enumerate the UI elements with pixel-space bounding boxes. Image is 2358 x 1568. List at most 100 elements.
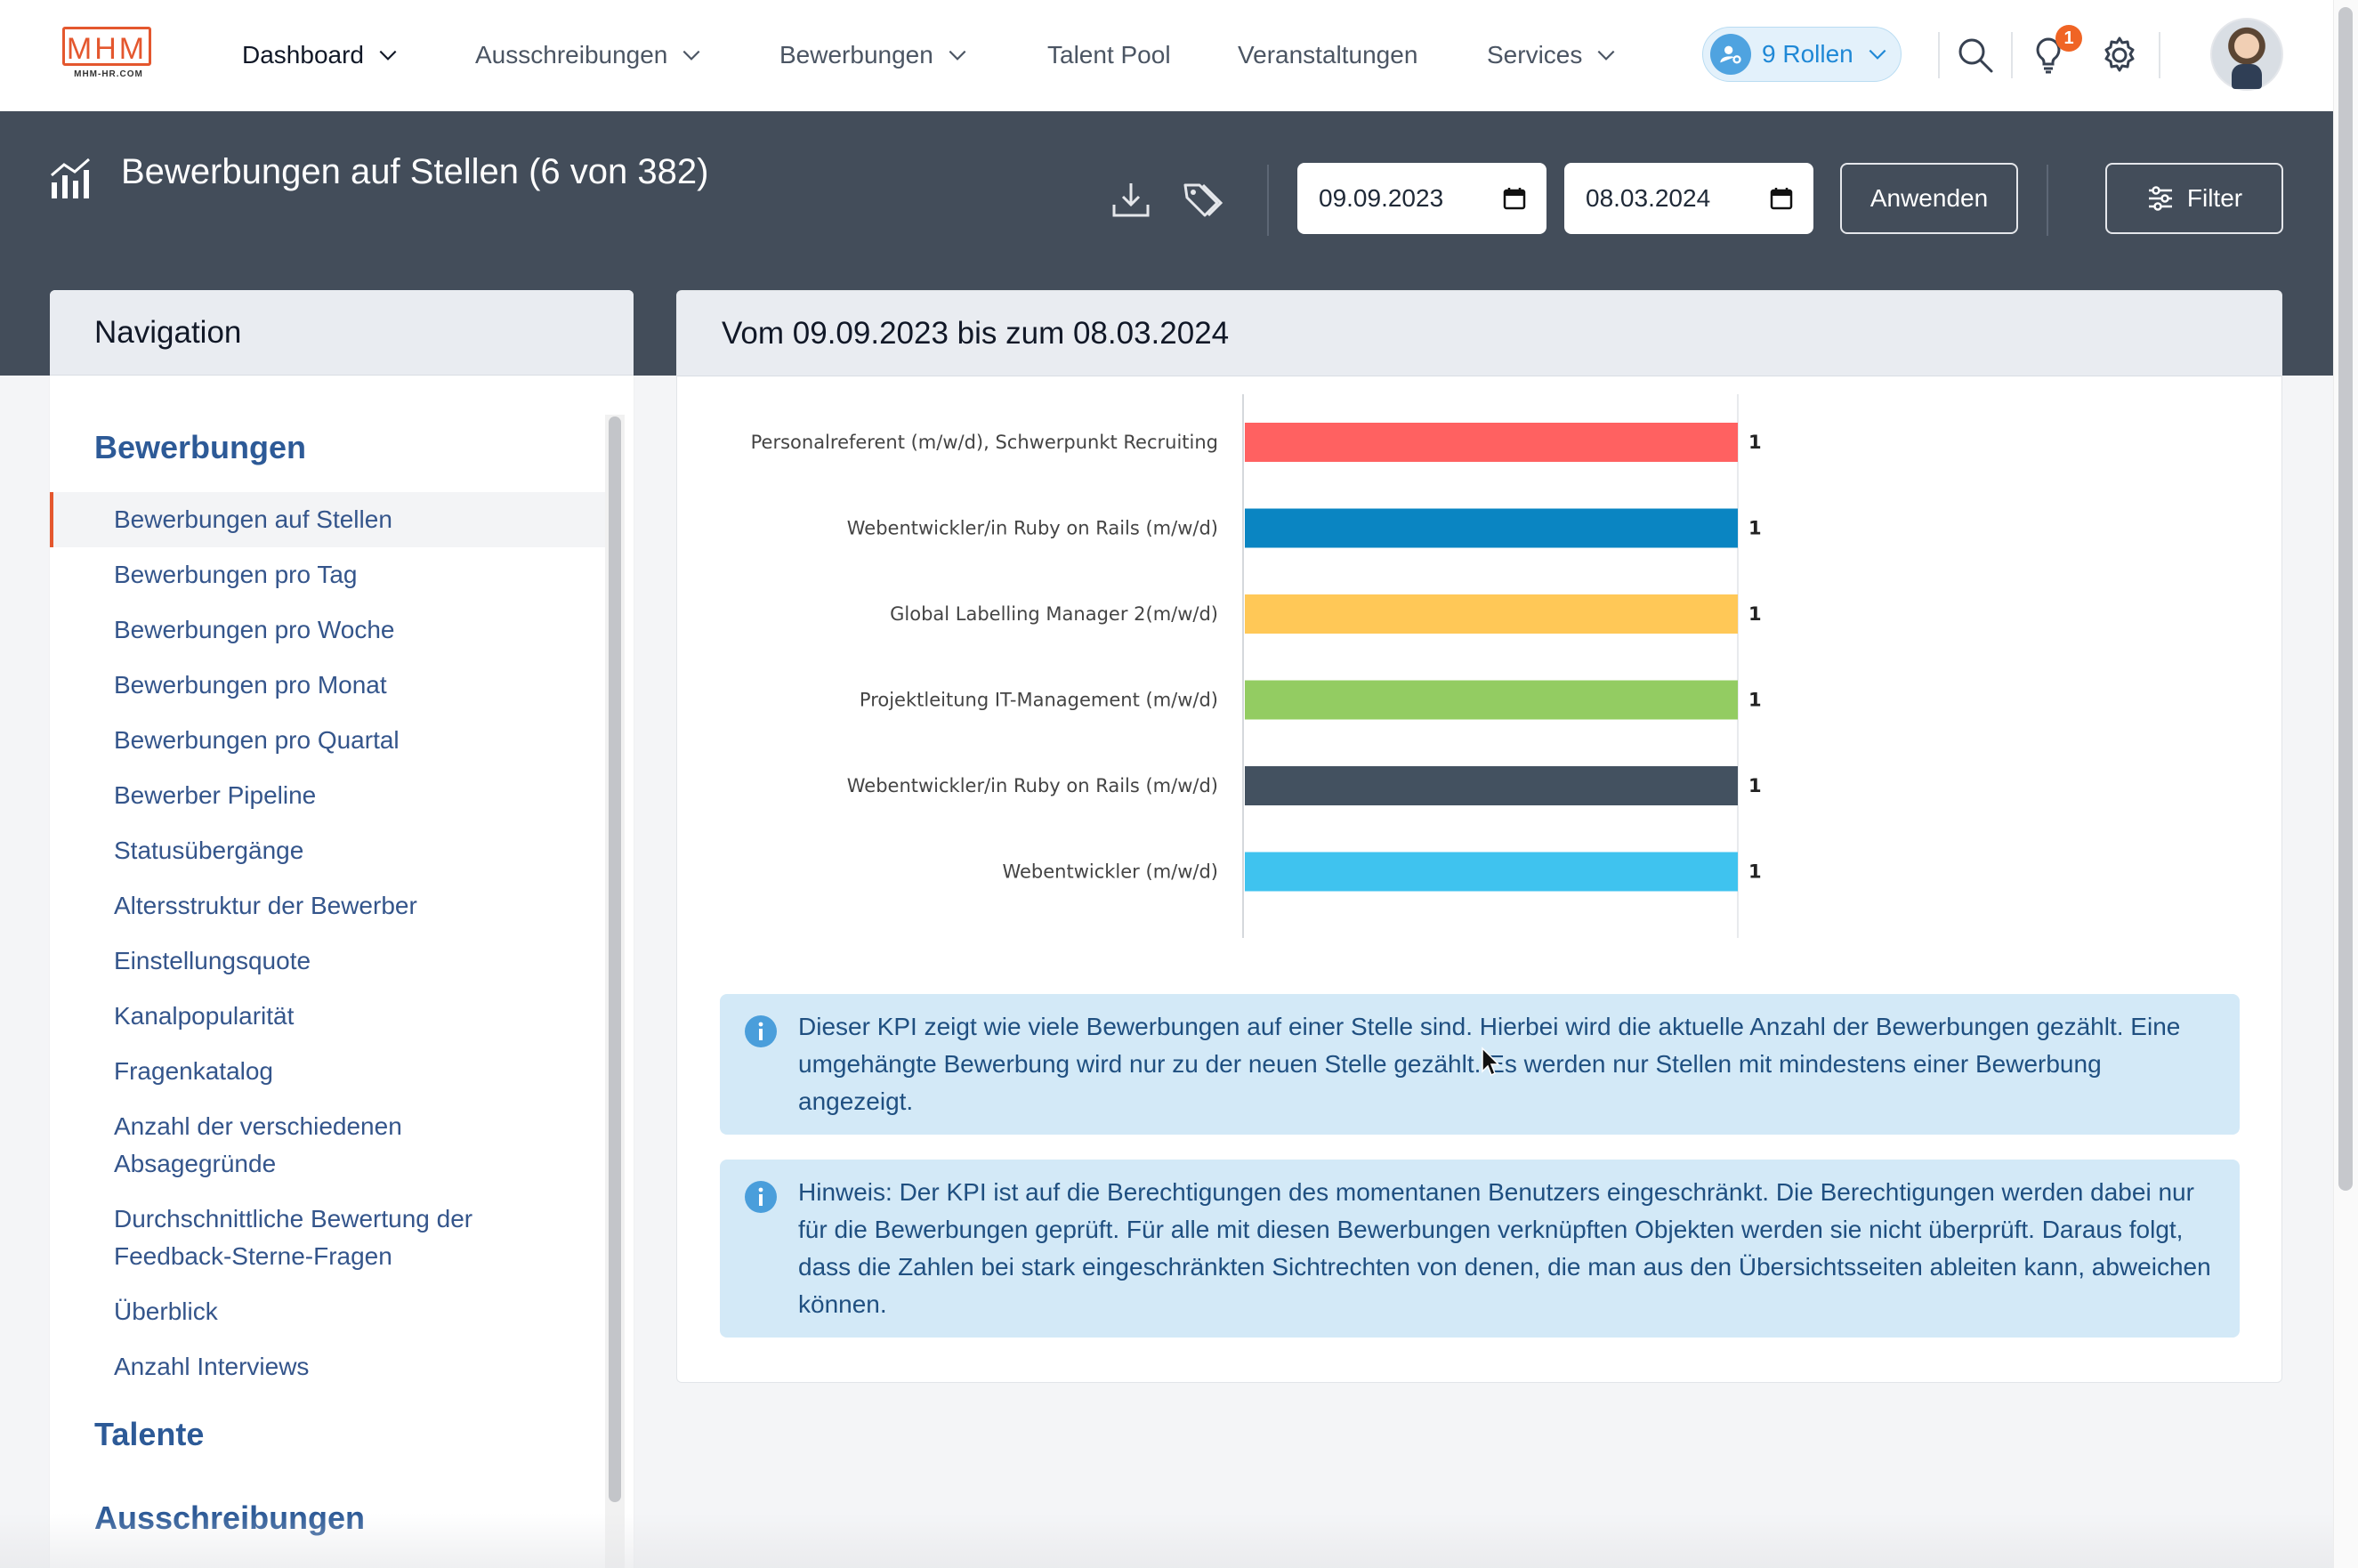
nav-link-ueberblick[interactable]: Überblick — [114, 1297, 218, 1325]
info-box-kpi-description: Dieser KPI zeigt wie viele Bewerbungen a… — [720, 994, 2240, 1135]
nav-dashboard-label: Dashboard — [242, 41, 364, 69]
chart-category-label: Personalreferent (m/w/d), Schwerpunkt Re… — [751, 432, 1218, 453]
chart-category-label: Projektleitung IT-Management (m/w/d) — [860, 690, 1218, 711]
lightbulb-icon[interactable] — [2027, 34, 2070, 77]
filter-button-label: Filter — [2186, 184, 2243, 212]
nav-link-statusuebergaenge[interactable]: Statusübergänge — [114, 837, 304, 864]
logo-subtext: MHM-HR.COM — [74, 69, 143, 79]
nav-section-bewerbungen[interactable]: Bewerbungen — [94, 429, 307, 465]
notification-badge: 1 — [2055, 25, 2082, 52]
period-title: Vom 09.09.2023 bis zum 08.03.2024 — [677, 291, 2281, 376]
nav-link-bewerbungen-pro-woche[interactable]: Bewerbungen pro Woche — [114, 616, 395, 643]
nav-veranstaltungen[interactable]: Veranstaltungen — [1238, 34, 1417, 77]
chart-value-label: 1 — [1748, 775, 1762, 796]
mhm-logo[interactable]: MHM MHM-HR.COM — [62, 27, 155, 84]
chevron-down-icon — [1866, 43, 1889, 66]
navigation-title: Navigation — [50, 290, 634, 376]
top-navigation-bar: MHM MHM-HR.COM Dashboard Ausschreibungen… — [0, 0, 2358, 112]
info-icon — [743, 1014, 779, 1049]
nav-bewerbungen-label: Bewerbungen — [779, 41, 933, 69]
info-box-permissions-note: Hinweis: Der KPI ist auf die Berechtigun… — [720, 1160, 2240, 1338]
nav-bewerbungen[interactable]: Bewerbungen — [779, 34, 969, 77]
apply-button-label: Anwenden — [1869, 184, 1989, 212]
navigation-scrollbar-thumb[interactable] — [609, 416, 621, 1502]
nav-services[interactable]: Services — [1487, 34, 1618, 77]
nav-link-kanalpopularitaet[interactable]: Kanalpopularität — [114, 1002, 295, 1030]
chart-analytics-icon — [48, 156, 94, 202]
chart-bar[interactable] — [1245, 852, 1738, 892]
chart-value-label: 1 — [1748, 690, 1762, 711]
chart-bar[interactable] — [1245, 594, 1738, 634]
nav-link-fragenkatalog[interactable]: Fragenkatalog — [114, 1057, 274, 1085]
chart-bar[interactable] — [1245, 766, 1738, 805]
nav-ausschreibungen-label: Ausschreibungen — [475, 41, 668, 69]
bar-chart: Personalreferent (m/w/d), Schwerpunkt Re… — [751, 394, 1762, 938]
info-text-permissions: Hinweis: Der KPI ist auf die Berechtigun… — [798, 1178, 2211, 1318]
calendar-icon[interactable] — [1769, 186, 1794, 211]
nav-link-einstellungsquote[interactable]: Einstellungsquote — [114, 947, 311, 974]
roles-dropdown[interactable]: 9 Rollen — [1702, 27, 1902, 82]
sliders-icon — [2146, 184, 2175, 213]
nav-ausschreibungen[interactable]: Ausschreibungen — [475, 34, 703, 77]
chart-category-label: Global Labelling Manager 2(m/w/d) — [890, 603, 1218, 625]
download-icon[interactable] — [1109, 178, 1153, 222]
nav-link-bewerber-pipeline[interactable]: Bewerber Pipeline — [114, 781, 317, 809]
nav-link-bewerbungen-pro-monat[interactable]: Bewerbungen pro Monat — [114, 671, 387, 699]
chart-bar[interactable] — [1245, 680, 1738, 720]
date-from-value: 09.09.2023 — [1319, 184, 1444, 212]
bottom-fade — [0, 1513, 2333, 1568]
chart-bar[interactable] — [1245, 423, 1738, 462]
page-scrollbar-thumb[interactable] — [2338, 7, 2353, 1191]
chart-value-label: 1 — [1748, 603, 1762, 625]
user-roles-icon — [1710, 34, 1751, 75]
nav-dashboard[interactable]: Dashboard — [242, 34, 400, 77]
chart-bar[interactable] — [1245, 508, 1738, 548]
kpi-chart-card: Vom 09.09.2023 bis zum 08.03.2024 Person… — [676, 290, 2282, 1383]
navigation-panel: Navigation Bewerbungen Bewerbungen auf S… — [50, 290, 634, 1568]
chevron-down-icon — [946, 44, 969, 67]
nav-link-bewerbungen-pro-tag[interactable]: Bewerbungen pro Tag — [114, 561, 358, 588]
divider — [1938, 32, 1940, 78]
logo-mark: MHM — [62, 27, 151, 66]
mouse-cursor-icon — [1481, 1047, 1500, 1077]
divider — [1267, 165, 1269, 236]
chart-category-label: Webentwickler/in Ruby on Rails (m/w/d) — [847, 518, 1218, 539]
filter-button[interactable]: Filter — [2105, 163, 2283, 234]
apply-button[interactable]: Anwenden — [1840, 163, 2018, 234]
chart-value-label: 1 — [1748, 432, 1762, 453]
nav-veranstaltungen-label: Veranstaltungen — [1238, 41, 1418, 69]
info-icon — [743, 1179, 779, 1215]
divider — [2011, 32, 2013, 78]
info-text-kpi: Dieser KPI zeigt wie viele Bewerbungen a… — [798, 1013, 2181, 1115]
page-title: Bewerbungen auf Stellen (6 von 382) — [121, 152, 709, 191]
nav-link-absagegruende[interactable]: Anzahl der verschiedenen Absagegründe — [114, 1112, 402, 1177]
chart-value-label: 1 — [1748, 861, 1762, 883]
divider — [2047, 165, 2048, 236]
chevron-down-icon — [1595, 44, 1618, 67]
nav-link-anzahl-interviews[interactable]: Anzahl Interviews — [114, 1353, 310, 1380]
nav-link-bewerbungen-pro-quartal[interactable]: Bewerbungen pro Quartal — [114, 726, 400, 754]
chart-category-label: Webentwickler (m/w/d) — [1002, 861, 1218, 883]
date-to-value: 08.03.2024 — [1586, 184, 1711, 212]
nav-services-label: Services — [1487, 41, 1583, 69]
chevron-down-icon — [376, 44, 400, 67]
chart-value-label: 1 — [1748, 518, 1762, 539]
chevron-down-icon — [680, 44, 703, 67]
nav-link-feedback-sterne[interactable]: Durchschnittliche Bewertung der Feedback… — [114, 1205, 473, 1270]
nav-section-talente[interactable]: Talente — [94, 1416, 205, 1452]
chart-category-label: Webentwickler/in Ruby on Rails (m/w/d) — [847, 775, 1218, 796]
search-icon[interactable] — [1954, 34, 1997, 77]
nav-link-altersstruktur[interactable]: Altersstruktur der Bewerber — [114, 892, 417, 919]
nav-link-bewerbungen-auf-stellen[interactable]: Bewerbungen auf Stellen — [114, 505, 392, 533]
nav-talent-pool-label: Talent Pool — [1047, 41, 1171, 69]
user-avatar[interactable] — [2210, 18, 2283, 91]
tags-icon[interactable] — [1180, 178, 1224, 222]
nav-talent-pool[interactable]: Talent Pool — [1047, 34, 1171, 77]
roles-label: 9 Rollen — [1762, 40, 1853, 68]
calendar-icon[interactable] — [1502, 186, 1527, 211]
divider — [2159, 32, 2160, 78]
active-item-highlight — [50, 492, 605, 547]
date-to-input[interactable]: 08.03.2024 — [1564, 163, 1813, 234]
gear-icon[interactable] — [2098, 34, 2141, 77]
date-from-input[interactable]: 09.09.2023 — [1297, 163, 1546, 234]
